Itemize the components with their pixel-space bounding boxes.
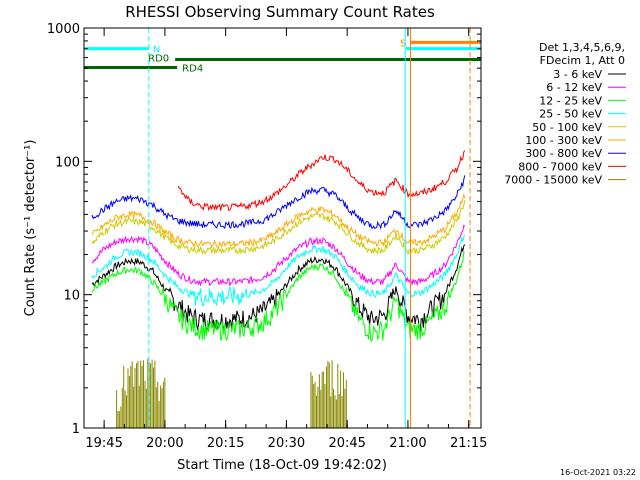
legend-label-6-12-kev: 6 - 12 keV: [546, 81, 602, 94]
x-tick-label: 20:15: [207, 436, 244, 451]
legend-label-50-100-kev: 50 - 100 keV: [532, 121, 602, 134]
count-rate-chart: RHESSI Observing Summary Count Rates NRD…: [0, 0, 640, 480]
legend-label-25-50-kev: 25 - 50 keV: [539, 108, 602, 121]
series-lines: [92, 151, 465, 429]
state-label-rd4: RD4: [182, 64, 203, 75]
legend-label-100-300-kev: 100 - 300 keV: [525, 134, 602, 147]
legend-label-12-25-kev: 12 - 25 keV: [539, 94, 602, 107]
x-tick-label: 20:45: [328, 436, 365, 451]
x-tick-label: 19:45: [85, 436, 122, 451]
legend: Det 1,3,4,5,6,9, FDecim 1, Att 0 3 - 6 k…: [504, 41, 626, 187]
state-label-rd0: RD0: [148, 54, 169, 65]
y-tick-label: 100: [55, 155, 80, 170]
legend-header-1: Det 1,3,4,5,6,9,: [539, 41, 625, 54]
chart-title: RHESSI Observing Summary Count Rates: [125, 3, 435, 21]
legend-label-800-7000-kev: 800 - 7000 keV: [518, 160, 602, 173]
footer-date: 16-Oct-2021 03:22: [560, 468, 636, 477]
legend-label-7000-15000-kev: 7000 - 15000 keV: [504, 174, 602, 187]
x-tick-label: 21:00: [389, 436, 426, 451]
legend-label-300-800-kev: 300 - 800 keV: [525, 147, 602, 160]
x-tick-label: 21:15: [450, 436, 487, 451]
y-axis-label: Count Rate (s⁻¹ detector⁻¹): [23, 140, 38, 317]
series-800-7000-kev: [178, 151, 465, 211]
x-tick-label: 20:00: [146, 436, 183, 451]
y-tick-label: 1000: [47, 22, 80, 37]
y-tick-label: 1: [72, 422, 80, 437]
y-tick-label: 10: [63, 289, 80, 304]
x-axis-label: Start Time (18-Oct-09 19:42:02): [177, 458, 387, 473]
x-tick-label: 20:30: [268, 436, 305, 451]
legend-label-3-6-kev: 3 - 6 keV: [553, 68, 602, 81]
series-7000-15000-kev: [117, 359, 347, 428]
legend-header-2: FDecim 1, Att 0: [540, 54, 625, 67]
y-axis-ticks: 1 10 100 1000: [47, 22, 481, 437]
series-12-25-kev: [92, 252, 465, 341]
